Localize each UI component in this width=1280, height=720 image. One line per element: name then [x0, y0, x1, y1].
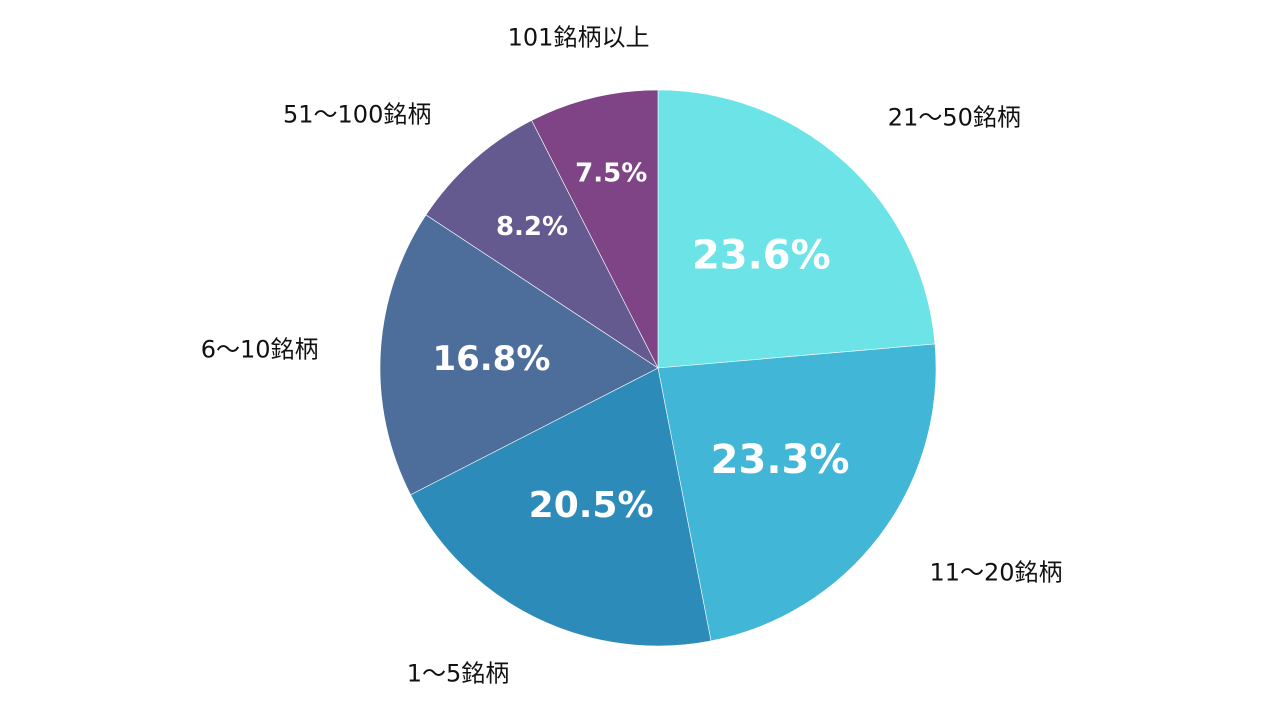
slice-value-label: 8.2%	[496, 212, 568, 242]
slice-category-label: 101銘柄以上	[508, 23, 650, 51]
slice-category-label: 6～10銘柄	[201, 335, 319, 363]
pie-value-labels: 23.6% 23.3% 20.5% 16.8% 8.2%7.5%	[432, 158, 849, 526]
pie-category-labels: 21～50銘柄 11～20銘柄 1～5銘柄 6～10銘柄 51～100銘柄 101銘柄以上	[201, 23, 1063, 687]
slice-category-label: 1～5銘柄	[407, 660, 510, 688]
slice-value-label: 7.5%	[575, 158, 647, 188]
pie-slice-1	[657, 89, 936, 369]
pie-slice-6	[531, 89, 659, 369]
slice-value-label: 16.8%	[432, 339, 550, 379]
slice-value-label: 23.3%	[711, 437, 850, 483]
pie-slice-3	[410, 367, 712, 647]
slice-value-label: 20.5%	[529, 485, 654, 526]
pie-slice-2	[657, 343, 937, 642]
pie-slice-5	[425, 119, 659, 369]
slice-category-label: 51～100銘柄	[283, 101, 431, 129]
slice-category-label: 21～50銘柄	[888, 103, 1021, 131]
pie-slice-4	[379, 214, 659, 496]
slice-value-label: 23.6%	[692, 232, 831, 278]
slice-category-label: 11～20銘柄	[929, 559, 1062, 587]
pie-slices	[379, 89, 937, 647]
